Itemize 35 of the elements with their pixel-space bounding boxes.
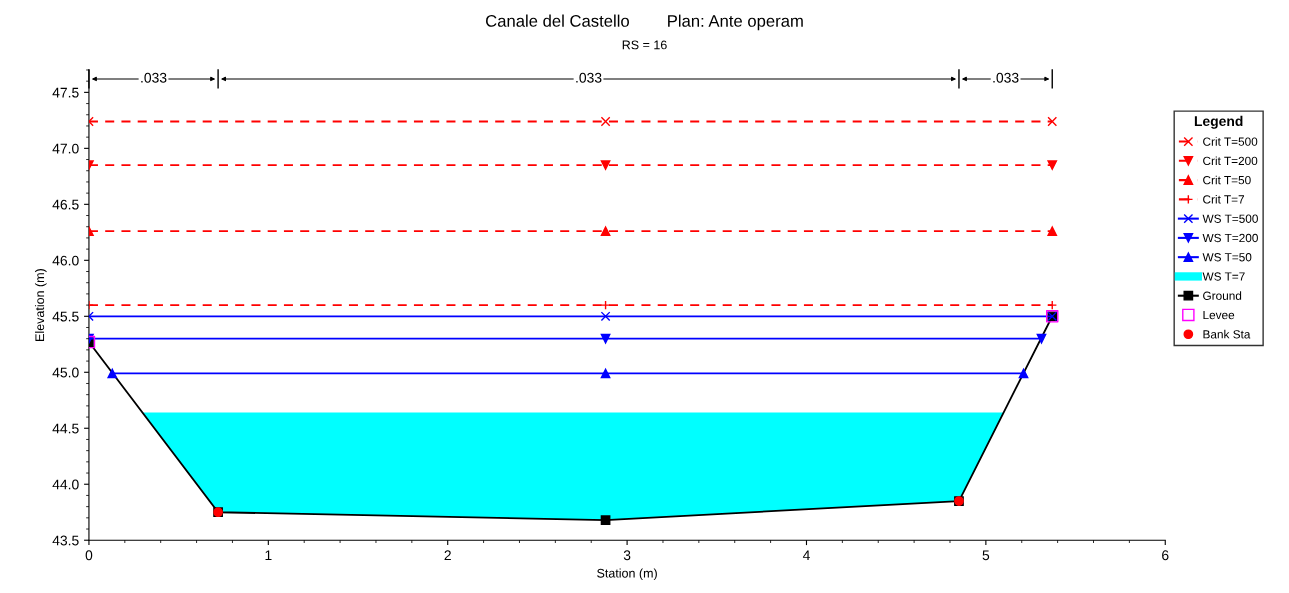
legend-label: Crit T=200 — [1203, 156, 1258, 166]
y-tick-label: 45.0 — [52, 367, 79, 378]
y-tick-label: 47.0 — [52, 143, 79, 154]
legend-label: Bank Sta — [1203, 329, 1251, 339]
legend-label: Levee — [1203, 310, 1235, 320]
legend-title: Legend — [1194, 115, 1243, 129]
y-tick-label: 45.5 — [52, 311, 79, 322]
x-tick-label: 4 — [802, 550, 810, 561]
legend-label: WS T=7 — [1202, 272, 1245, 281]
x-tick-label: 2 — [444, 550, 451, 561]
y-tick-label: 44.0 — [52, 479, 79, 490]
y-tick-label: 46.5 — [52, 199, 79, 210]
legend-label: WS T=200 — [1202, 233, 1258, 243]
legend-label: WS T=500 — [1202, 214, 1258, 223]
legend-label: Ground — [1203, 291, 1242, 300]
annotation: .033 — [993, 72, 1019, 83]
x-tick-label: 5 — [982, 550, 990, 561]
annotation: .033 — [141, 72, 167, 83]
legend-label: Crit T=500 — [1203, 137, 1258, 146]
x-tick-label: 6 — [1162, 550, 1169, 561]
chart-subtitle: RS = 16 — [622, 40, 667, 50]
annotation: .033 — [576, 72, 602, 83]
y-tick-label: 44.5 — [52, 423, 79, 434]
y-tick-label: 43.5 — [52, 535, 79, 546]
chart-title: Canale del Castello Plan: Ante operam — [486, 14, 803, 31]
x-axis-title: Station (m) — [597, 568, 657, 581]
x-tick-label: 1 — [265, 550, 272, 561]
y-axis-title: Elevation (m) — [34, 269, 47, 341]
x-tick-label: 3 — [623, 550, 631, 561]
legend-label: Crit T=50 — [1203, 175, 1251, 185]
y-tick-label: 46.0 — [52, 255, 79, 266]
y-tick-label: 47.5 — [52, 87, 79, 98]
x-tick-label: 0 — [85, 550, 93, 561]
legend-label: WS T=50 — [1202, 253, 1252, 262]
legend-label: Crit T=7 — [1203, 194, 1245, 204]
